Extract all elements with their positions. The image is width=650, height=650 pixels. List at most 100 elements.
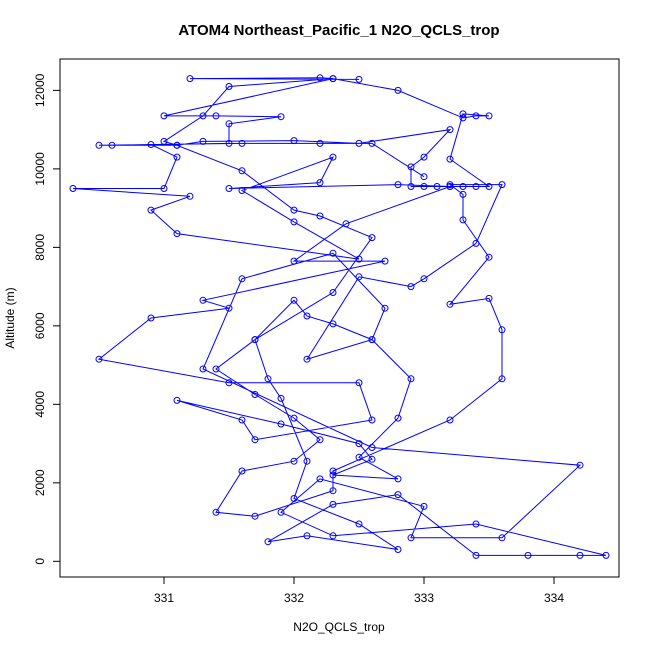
data-point <box>485 183 493 190</box>
data-point <box>420 275 428 283</box>
data-point <box>303 312 311 320</box>
data-point <box>199 137 207 145</box>
data-point <box>394 181 402 189</box>
data-point <box>381 257 389 265</box>
data-point <box>485 294 493 302</box>
data-point <box>251 512 259 520</box>
data-point <box>446 183 454 190</box>
data-point <box>394 546 402 553</box>
data-point <box>472 239 480 247</box>
data-point <box>225 185 233 192</box>
data-point <box>316 212 324 220</box>
data-point <box>277 420 285 428</box>
data-point <box>303 355 311 363</box>
data-point <box>472 183 480 190</box>
data-point <box>459 190 467 198</box>
data-point <box>173 230 181 238</box>
data-point <box>394 86 402 94</box>
data-point <box>173 141 181 149</box>
data-point <box>173 153 181 161</box>
data-point <box>407 163 415 171</box>
data-point <box>290 296 298 304</box>
data-point <box>147 314 155 322</box>
data-point <box>264 375 272 383</box>
data-point <box>407 375 415 383</box>
data-point <box>160 137 168 145</box>
data-point <box>225 304 233 312</box>
data-point <box>355 520 363 528</box>
data-point <box>238 167 246 175</box>
y-tick-label: 4000 <box>33 391 47 418</box>
data-point <box>472 112 480 120</box>
data-point <box>420 502 428 510</box>
data-point <box>277 113 285 121</box>
data-point <box>238 467 246 475</box>
data-point <box>290 137 298 145</box>
data-point <box>498 181 506 189</box>
data-point <box>420 183 428 190</box>
data-point <box>264 538 272 546</box>
data-point <box>485 112 493 120</box>
data-point <box>212 508 220 516</box>
data-point <box>290 495 298 502</box>
data-point <box>459 216 467 224</box>
data-point <box>355 75 363 83</box>
data-point <box>498 375 506 383</box>
data-point <box>368 444 376 451</box>
x-tick-label: 331 <box>154 591 174 605</box>
data-point <box>459 114 467 122</box>
data-point <box>524 551 532 559</box>
data-point <box>394 491 402 499</box>
data-point <box>446 155 454 163</box>
data-point <box>602 551 610 559</box>
series-points <box>69 74 610 559</box>
data-point <box>316 475 324 483</box>
data-point <box>420 173 428 181</box>
data-point <box>290 218 298 226</box>
data-point <box>329 487 337 495</box>
data-point <box>251 391 259 398</box>
data-point <box>355 139 363 147</box>
data-point <box>303 457 311 465</box>
x-axis-label: N2O_QCLS_trop <box>293 620 385 634</box>
data-point <box>199 112 207 120</box>
plot-frame <box>59 58 620 578</box>
data-point <box>329 153 337 161</box>
data-point <box>147 206 155 214</box>
data-point <box>394 414 402 422</box>
data-point <box>368 139 376 147</box>
data-point <box>316 436 324 444</box>
data-point <box>355 440 363 448</box>
data-point <box>329 467 337 475</box>
data-point <box>160 112 168 120</box>
series-line <box>72 77 607 556</box>
data-point <box>394 475 402 483</box>
data-point <box>498 534 506 542</box>
data-point <box>290 457 298 465</box>
data-point <box>277 508 285 516</box>
data-point <box>238 187 246 194</box>
data-point <box>225 120 233 128</box>
data-point <box>173 396 181 404</box>
data-point <box>303 532 311 540</box>
y-axis-label: Altitude (m) <box>3 287 17 348</box>
data-point <box>446 181 454 189</box>
x-tick-label: 334 <box>544 591 564 605</box>
data-point <box>316 139 324 147</box>
data-point <box>251 436 259 444</box>
data-point <box>251 336 259 344</box>
data-point <box>368 336 376 344</box>
data-point <box>186 192 194 200</box>
data-point <box>199 365 207 373</box>
data-point <box>69 185 77 192</box>
data-point <box>316 179 324 187</box>
data-point <box>290 206 298 214</box>
data-point <box>407 283 415 291</box>
y-tick-label: 2000 <box>33 469 47 496</box>
data-point <box>459 183 467 190</box>
data-point <box>95 355 103 363</box>
data-point <box>472 551 480 559</box>
x-tick-label: 332 <box>284 591 304 605</box>
data-point <box>329 249 337 257</box>
